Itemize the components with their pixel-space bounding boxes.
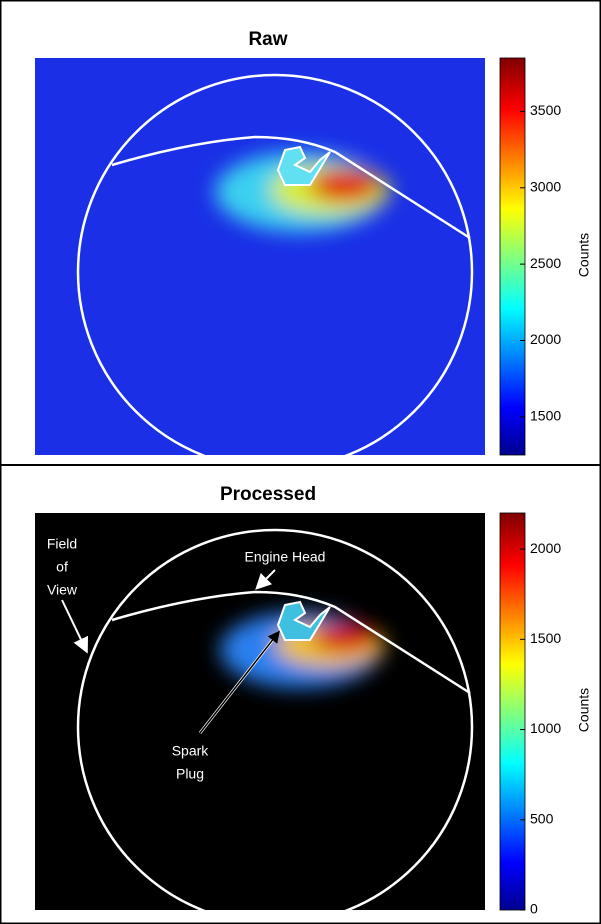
colorbar-tick-label: 2000 [530, 540, 561, 556]
annotation-field-of-view: of [56, 559, 68, 575]
arrow [199, 630, 280, 734]
colorbar-tick-label: 1500 [530, 630, 561, 646]
colorbar-tick-label: 2000 [530, 331, 561, 347]
panel: Processed 0 500 1000 1500 2000 Counts Field of Vi… [35, 484, 592, 917]
arrow [61, 599, 89, 654]
colorbar-tick-label: 500 [530, 810, 554, 826]
image-background [35, 513, 485, 910]
image-background [35, 58, 485, 455]
colorbar-tick-label: 2500 [530, 255, 561, 271]
colorbar-label: Counts [576, 233, 592, 277]
engine-head [111, 135, 471, 240]
colorbar [499, 57, 526, 456]
annotation-field-of-view: View [47, 582, 78, 598]
spark-plug [276, 600, 331, 641]
image [35, 58, 485, 455]
colorbar-tick-label: 1000 [530, 720, 561, 736]
panel-title: Raw [248, 29, 287, 50]
panel-title: Processed [220, 484, 316, 505]
engine-head [111, 590, 471, 695]
spark-plug [276, 145, 331, 186]
colorbar [499, 512, 526, 911]
panel: Raw 1500 2000 2500 3000 3500 Counts [35, 29, 592, 456]
arrow [255, 569, 276, 590]
field-of-view [76, 528, 474, 910]
colorbar-tick-label: 1500 [530, 408, 561, 424]
annotation-spark-plug: Spark [172, 743, 210, 759]
plume-core [310, 168, 380, 202]
colorbar-label: Counts [576, 688, 592, 732]
colorbar-tick-label: 0 [530, 901, 538, 917]
plume-core [313, 622, 377, 652]
annotation-engine-head: Engine Head [245, 549, 326, 565]
field-of-view [76, 73, 474, 455]
colorbar-tick-label: 3500 [530, 102, 561, 118]
colorbar-tick-label: 3000 [530, 178, 561, 194]
annotation-spark-plug: Plug [176, 766, 204, 782]
annotation-field-of-view: Field [47, 536, 77, 552]
image [35, 513, 485, 910]
